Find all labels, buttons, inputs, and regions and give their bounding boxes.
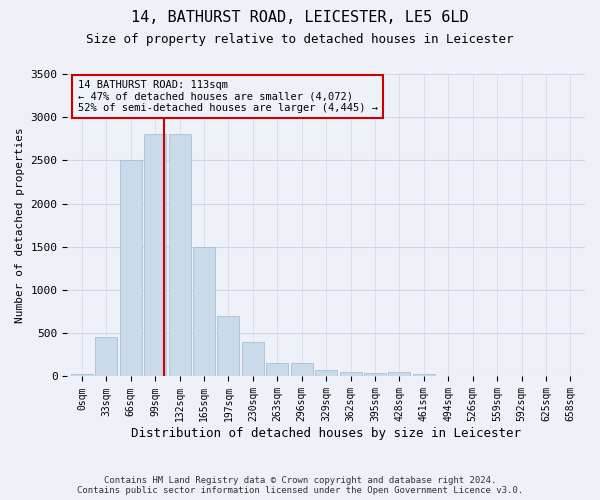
Text: Size of property relative to detached houses in Leicester: Size of property relative to detached ho… (86, 32, 514, 46)
Text: Contains HM Land Registry data © Crown copyright and database right 2024.
Contai: Contains HM Land Registry data © Crown c… (77, 476, 523, 495)
Bar (217, 316, 239, 376)
Bar (169, 134, 191, 376)
Bar (95, 336, 118, 376)
Text: 14, BATHURST ROAD, LEICESTER, LE5 6LD: 14, BATHURST ROAD, LEICESTER, LE5 6LD (131, 10, 469, 25)
Bar (242, 342, 264, 376)
Bar (364, 373, 386, 376)
Bar (193, 247, 215, 376)
Bar (291, 362, 313, 376)
Bar (315, 370, 337, 376)
Y-axis label: Number of detached properties: Number of detached properties (15, 128, 25, 323)
Text: 14 BATHURST ROAD: 113sqm
← 47% of detached houses are smaller (4,072)
52% of sem: 14 BATHURST ROAD: 113sqm ← 47% of detach… (77, 80, 377, 113)
Bar (120, 160, 142, 376)
Bar (340, 372, 362, 376)
Bar (413, 374, 435, 376)
Bar (266, 362, 288, 376)
Bar (388, 372, 410, 376)
X-axis label: Distribution of detached houses by size in Leicester: Distribution of detached houses by size … (131, 427, 521, 440)
Bar (71, 374, 93, 376)
Bar (144, 134, 166, 376)
